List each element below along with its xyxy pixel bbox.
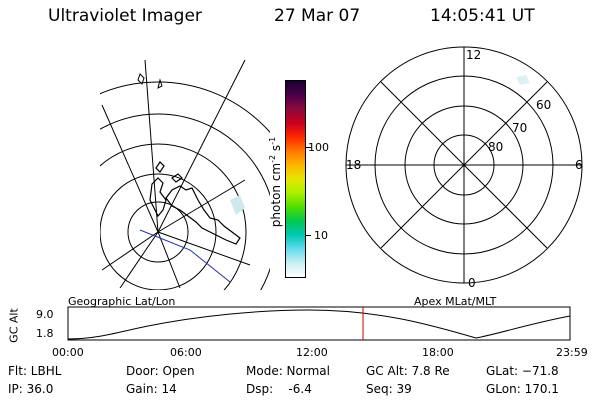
altitude-timeline: [67, 306, 571, 341]
x-tick-2359: 23:59: [556, 346, 588, 359]
lat-circle: [100, 173, 217, 290]
lat-circle: [100, 143, 247, 290]
meridian: [157, 231, 251, 266]
dsp-info: Dsp: -6.4: [246, 382, 312, 396]
geographic-title: Geographic Lat/Lon: [68, 295, 176, 308]
meridian: [101, 231, 159, 271]
mlat-label-70: 70: [512, 121, 527, 135]
mlt-label-12: 12: [466, 48, 481, 62]
aurora-emission: [230, 195, 245, 215]
unit-exponent: -2: [268, 154, 277, 163]
meridian: [119, 231, 159, 289]
meridian: [157, 231, 181, 289]
ip-info: IP: 36.0: [8, 382, 54, 396]
color-scale-bar: [285, 80, 306, 278]
mlt-label-6: 6: [575, 158, 583, 172]
coastline: [137, 73, 163, 89]
apex-title: Apex MLat/MLT: [414, 295, 497, 308]
mlat-label-60: 60: [536, 98, 551, 112]
meridian: [144, 59, 159, 233]
gc-alt-axis-label: GC Alt: [7, 308, 21, 343]
meridian: [101, 104, 159, 233]
lat-circle: [127, 201, 189, 263]
y-tick-low: 1.8: [36, 327, 54, 340]
aurora-emission: [516, 75, 530, 85]
unit-exponent: -1: [268, 136, 277, 145]
filter-info: Flt: LBHL: [8, 364, 62, 378]
x-tick-0600: 06:00: [170, 346, 202, 359]
colorbar-tick-10: 10: [314, 229, 328, 242]
seq-info: Seq: 39: [366, 382, 412, 396]
colorbar-tick-100: 100: [308, 141, 329, 154]
gc-alt-info: GC Alt: 7.8 Re: [366, 364, 450, 378]
meridian: [157, 59, 246, 233]
observation-date: 27 Mar 07: [274, 6, 361, 26]
colorbar-unit-label: photon cm-2 s-1: [268, 102, 283, 262]
mlt-label-18: 18: [346, 158, 361, 172]
geographic-map: [100, 59, 270, 290]
x-tick-0000: 00:00: [52, 346, 84, 359]
timeline-frame: [67, 306, 571, 341]
y-tick-high: 9.0: [36, 308, 54, 321]
coastline: [149, 161, 241, 245]
mlat-label-80: 80: [488, 140, 503, 154]
x-tick-1200: 12:00: [296, 346, 328, 359]
lat-circle: [100, 81, 270, 134]
instrument-title: Ultraviolet Imager: [48, 6, 202, 26]
x-tick-1800: 18:00: [422, 346, 454, 359]
colorbar-tick-mark: [306, 235, 311, 236]
colorbar-tick-mark: [306, 147, 311, 148]
mlt-meridian: [380, 81, 548, 249]
altitude-curve: [67, 309, 571, 340]
polar-mlt-plot: 12 18 6 0 60 70 80: [345, 46, 583, 290]
glon-info: GLon: 170.1: [486, 382, 559, 396]
unit-text: s: [269, 144, 283, 152]
mlt-label-0: 0: [468, 276, 476, 290]
door-info: Door: Open: [126, 364, 195, 378]
mode-info: Mode: Normal: [246, 364, 330, 378]
observation-time: 14:05:41 UT: [430, 6, 535, 26]
unit-text: photon cm: [269, 162, 283, 228]
gain-info: Gain: 14: [126, 382, 177, 396]
lat-circle: [100, 113, 270, 290]
glat-info: GLat: −71.8: [486, 364, 559, 378]
terminator-line: [139, 229, 231, 283]
